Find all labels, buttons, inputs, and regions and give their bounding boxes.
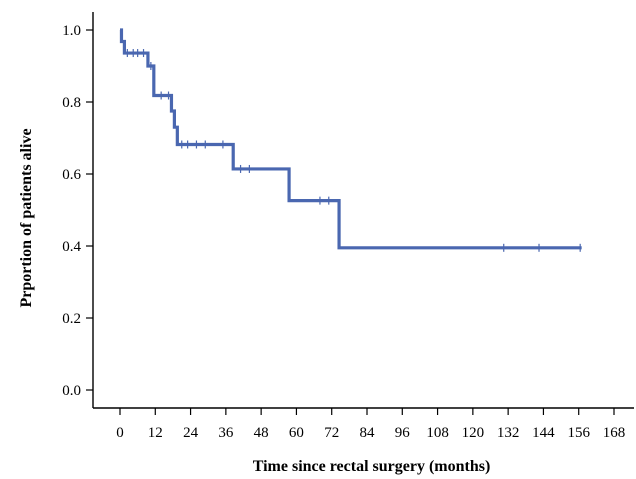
y-tick-label: 0.2 [62, 311, 81, 327]
x-axis: 0 12 24 36 48 60 72 84 96 108 120 132 144 156 168 [93, 407, 634, 441]
x-tick-label: 48 [254, 425, 269, 441]
x-tick-label: 60 [289, 425, 304, 441]
x-tick-label: 24 [183, 425, 199, 441]
y-tick-label: 0.0 [62, 383, 81, 399]
x-tick-label: 120 [462, 425, 485, 441]
survival-curve [119, 28, 582, 250]
plot-area [119, 28, 582, 252]
x-axis-title: Time since rectal surgery (months) [253, 458, 491, 475]
y-axis: 0.0 0.2 0.4 0.6 0.8 1.0 [62, 12, 94, 408]
x-tick-label: 72 [324, 425, 339, 441]
x-tick-label: 168 [603, 425, 626, 441]
x-tick-label: 144 [532, 425, 555, 441]
y-axis-title: Prportion of patients alive [18, 128, 35, 307]
x-tick-label: 0 [116, 425, 124, 441]
x-tick-label: 108 [426, 425, 449, 441]
x-tick-label: 132 [497, 425, 520, 441]
x-tick-label: 12 [148, 425, 163, 441]
y-tick-label: 0.8 [62, 95, 81, 111]
x-tick-label: 36 [218, 425, 234, 441]
y-tick-label: 0.4 [62, 239, 81, 255]
y-tick-label: 1.0 [62, 23, 81, 39]
x-tick-label: 84 [360, 425, 376, 441]
x-tick-label: 96 [395, 425, 411, 441]
x-tick-label: 156 [567, 425, 590, 441]
y-tick-label: 0.6 [62, 167, 81, 183]
